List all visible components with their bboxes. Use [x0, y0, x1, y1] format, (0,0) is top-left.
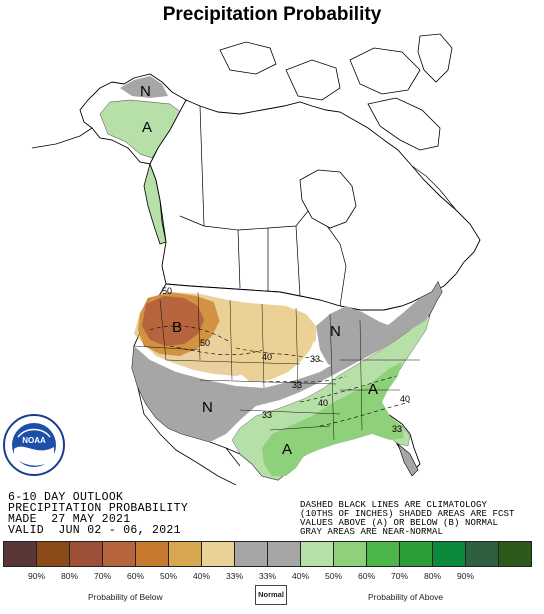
aleutian-chain	[31, 127, 93, 149]
legend-swatch	[168, 541, 202, 567]
map-label-contour-33d: 33	[392, 424, 402, 434]
legend-tick-label: 60%	[126, 571, 144, 581]
map-label-upper-midwest-n: N	[330, 323, 341, 340]
greenland-edge	[417, 33, 453, 83]
hudson-bay	[299, 169, 357, 229]
northwest-below-60-region	[142, 296, 204, 346]
legend-tick-label: 70%	[93, 571, 111, 581]
map-label-contour-40b: 40	[318, 398, 328, 408]
legend-tick-label: 50%	[324, 571, 342, 581]
legend-tick-label: 70%	[390, 571, 408, 581]
legend-swatch	[36, 541, 70, 567]
outlook-line-3: MADE 27 MAY 2021	[8, 513, 131, 526]
arctic-island-1	[219, 41, 277, 75]
southeast-above-50-region	[262, 362, 404, 476]
florida	[397, 443, 419, 477]
legend-swatch	[102, 541, 136, 567]
legend-swatch	[135, 541, 169, 567]
legend-swatch	[234, 541, 268, 567]
note-line-3: VALUES ABOVE (A) OR BELOW (B) NORMAL	[300, 518, 499, 528]
outlook-map: N A B N N A A 50 50 40 40 40 33 33 33 33	[31, 33, 481, 485]
map-label-contour-50b: 50	[200, 338, 210, 348]
map-title: Precipitation Probability	[162, 4, 382, 25]
legend-tick-label: 90%	[27, 571, 45, 581]
map-label-south-a: A	[282, 441, 292, 458]
legend-swatch	[201, 541, 235, 567]
legend-swatch	[399, 541, 433, 567]
legend-swatch	[69, 541, 103, 567]
outlook-info: 6-10 DAY OUTLOOK PRECIPITATION PROBABILIT…	[8, 491, 189, 537]
legend-tick-label: 80%	[60, 571, 78, 581]
northeast-near-normal-region	[316, 300, 432, 370]
legend-swatch	[498, 541, 532, 567]
map-label-alaska-n: N	[140, 83, 151, 100]
legend-tick-label: 80%	[423, 571, 441, 581]
legend-swatch	[432, 541, 466, 567]
note-line-2: (10THS OF INCHES) SHADED AREAS ARE FCST	[300, 509, 515, 519]
legend-tick-label: 33%	[225, 571, 243, 581]
legend-swatch	[267, 541, 301, 567]
map-label-contour-33b: 33	[292, 380, 302, 390]
legend-tick-label: 90%	[456, 571, 474, 581]
outlook-line-2: PRECIPITATION PROBABILITY	[8, 502, 189, 515]
map-label-contour-50a: 50	[162, 286, 172, 296]
legend-swatch	[465, 541, 499, 567]
legend-tick-label: 33%	[258, 571, 276, 581]
legend-normal-label: Normal	[255, 585, 287, 605]
canada-province-lines	[179, 105, 347, 307]
arctic-island-2	[285, 59, 341, 101]
map-label-southeast-a: A	[368, 381, 378, 398]
legend-color-bar	[3, 541, 532, 567]
legend-above-label: Probability of Above	[368, 592, 444, 602]
mexico-outline	[137, 387, 241, 485]
legend-tick-label: 40%	[192, 571, 210, 581]
map-label-contour-40a: 40	[262, 352, 272, 362]
legend-swatch	[333, 541, 367, 567]
southwest-near-normal-region	[132, 282, 442, 442]
alaska-near-normal-region	[120, 76, 168, 98]
map-label-west-b: B	[172, 319, 182, 336]
legend-below-label: Probability of Below	[88, 592, 163, 602]
legend-swatch	[3, 541, 37, 567]
map-label-contour-33a: 33	[310, 354, 320, 364]
legend-tick-label: 50%	[159, 571, 177, 581]
climatology-contours	[149, 325, 411, 427]
map-label-alaska-a: A	[142, 119, 152, 136]
legend-tick-label: 60%	[357, 571, 375, 581]
labrador-coast	[411, 165, 457, 211]
outlook-line-4: VALID JUN 02 - 06, 2021	[8, 524, 181, 537]
baffin-island	[367, 97, 441, 151]
map-label-contour-33c: 33	[262, 410, 272, 420]
legend-tick-label: 40%	[291, 571, 309, 581]
map-label-southwest-n: N	[202, 399, 213, 416]
outlook-line-1: 6-10 DAY OUTLOOK	[8, 491, 124, 504]
state-lines	[133, 291, 420, 441]
noaa-logo: NOAA	[3, 414, 65, 476]
noaa-logo-text: NOAA	[22, 436, 46, 445]
arctic-island-3	[349, 47, 421, 95]
legend-swatch	[300, 541, 334, 567]
note-line-4: GRAY AREAS ARE NEAR-NORMAL	[300, 527, 444, 537]
map-note: DASHED BLACK LINES ARE CLIMATOLOGY (10THS…	[300, 501, 515, 537]
map-label-contour-40c: 40	[400, 394, 410, 404]
legend-ticks: 90% 80% 70% 60% 50% 40% 33% 33% 40% 50% 60% 70% 80% 9…	[20, 571, 482, 581]
note-line-1: DASHED BLACK LINES ARE CLIMATOLOGY	[300, 500, 488, 510]
legend-swatch	[366, 541, 400, 567]
